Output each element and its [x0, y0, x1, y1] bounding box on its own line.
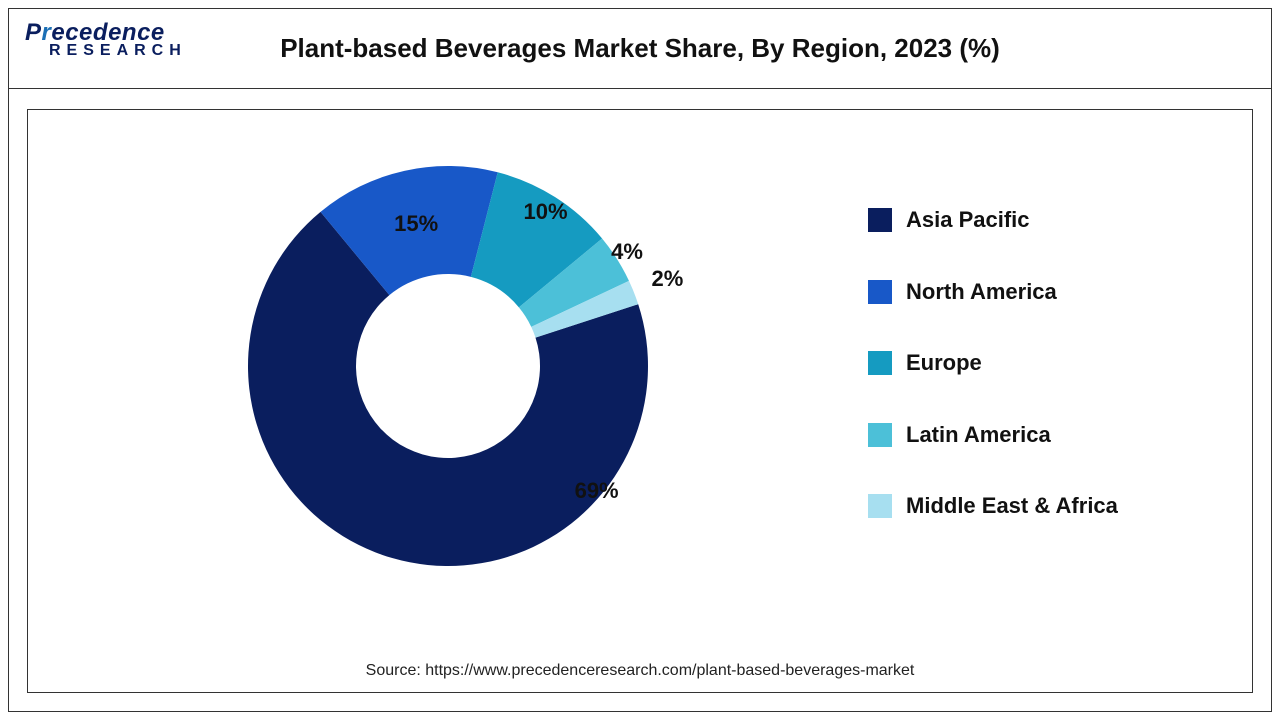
legend-swatch [868, 208, 892, 232]
legend-label: Europe [906, 349, 982, 377]
outer-frame: Precedence RESEARCH Plant-based Beverage… [8, 8, 1272, 712]
legend-item: Asia Pacific [868, 206, 1188, 234]
legend-label: Latin America [906, 421, 1051, 449]
slice-label: 69% [575, 478, 619, 504]
legend-swatch [868, 351, 892, 375]
brand-logo: Precedence RESEARCH [25, 21, 187, 59]
source-text: Source: https://www.precedenceresearch.c… [28, 662, 1252, 680]
legend-swatch [868, 280, 892, 304]
slice-label: 15% [394, 211, 438, 237]
legend: Asia Pacific North America Europe Latin Ame… [868, 206, 1188, 564]
slice-label: 2% [652, 266, 684, 292]
legend-swatch [868, 494, 892, 518]
header-bar: Precedence RESEARCH Plant-based Beverage… [9, 9, 1271, 89]
donut-chart: 69%15%10%4%2% [228, 146, 668, 586]
slice-label: 4% [611, 239, 643, 265]
logo-pre: P [25, 19, 42, 46]
legend-item: Europe [868, 349, 1188, 377]
logo-text-line2: RESEARCH [49, 43, 187, 59]
legend-item: Latin America [868, 421, 1188, 449]
legend-item: North America [868, 278, 1188, 306]
legend-item: Middle East & Africa [868, 492, 1188, 520]
legend-label: Asia Pacific [906, 206, 1030, 234]
chart-title: Plant-based Beverages Market Share, By R… [9, 33, 1271, 64]
donut-svg [228, 146, 668, 586]
chart-area: 69% 15% 10% 4% 2% Asia Pacific North America E… [27, 109, 1253, 693]
legend-label: North America [906, 278, 1057, 306]
slice-label: 10% [523, 199, 567, 225]
legend-swatch [868, 423, 892, 447]
legend-label: Middle East & Africa [906, 492, 1118, 520]
